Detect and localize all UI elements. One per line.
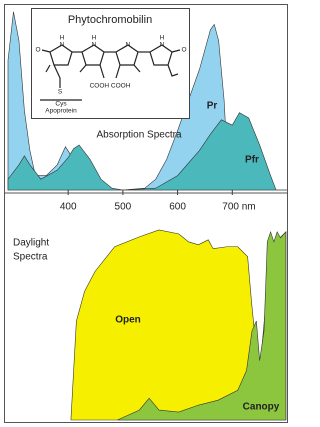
x-tick-label: 500 (115, 202, 132, 213)
inset: Phytochromobilin H N H N N H N O O S Cys… (31, 8, 190, 119)
atom-label: S (58, 89, 63, 96)
atom-label: H (160, 35, 165, 42)
atom-label: N (60, 42, 65, 49)
series-label: Canopy (243, 402, 280, 413)
series-label: Pr (207, 101, 218, 112)
chart-title: Absorption Spectra (96, 130, 181, 141)
protein-label: Apoprotein (45, 108, 77, 115)
molecule (40, 44, 181, 101)
group-label: COOH COOH (90, 83, 131, 90)
area (117, 230, 287, 421)
atom-label: N (160, 42, 165, 49)
x-tick-label: 400 (60, 202, 77, 213)
x-tick-label: 600 (169, 202, 186, 213)
atom-label: H (92, 35, 97, 42)
atom-label: O (35, 47, 40, 54)
atom-label: H (60, 35, 65, 42)
series-label: Pfr (245, 155, 259, 166)
daylight-chart: Open Canopy Daylight Spectra (13, 229, 287, 421)
chart-title: Spectra (13, 252, 48, 263)
atom-label: O (181, 47, 186, 54)
atom-label: N (92, 42, 97, 49)
figure: Pr Pfr Absorption Spectra 400 500 600 700 nm O… (4, 4, 288, 423)
atom-label: N (126, 42, 131, 49)
series-label: Open (115, 315, 141, 326)
x-tick-label: 700 nm (222, 202, 255, 213)
chart-title: Daylight (13, 238, 49, 249)
absorption-chart: Pr Pfr Absorption Spectra 400 500 600 700 nm (7, 11, 287, 213)
residue-label: Cys (55, 101, 67, 108)
inset-title: Phytochromobilin (68, 14, 152, 26)
